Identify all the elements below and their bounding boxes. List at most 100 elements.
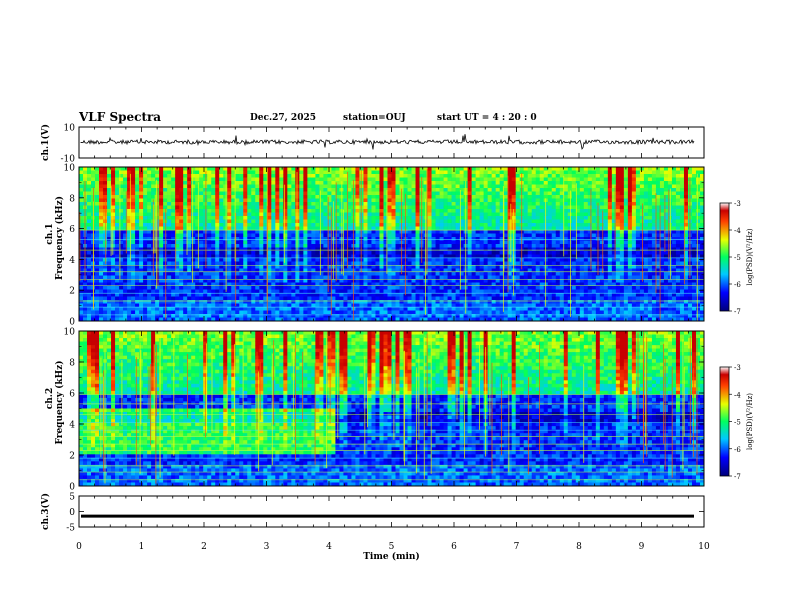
spectrogram-cell: [95, 293, 100, 297]
spectrogram-cell: [379, 237, 384, 241]
spectrogram-cell: [127, 184, 132, 189]
spectrogram-cell: [435, 184, 440, 189]
spectrogram-cell: [407, 247, 412, 252]
spectrogram-cell: [315, 174, 320, 178]
spectrogram-cell: [195, 261, 200, 266]
spectrogram-cell: [387, 181, 392, 185]
spectrogram-cell: [455, 247, 460, 252]
spectrogram-cell: [319, 307, 324, 311]
spectrogram-cell: [251, 177, 256, 182]
spectrogram-cell: [251, 300, 256, 304]
spectrogram-cell: [467, 265, 472, 269]
spectrogram-cell: [427, 289, 432, 294]
spectrogram-cell: [375, 233, 380, 238]
spectrogram-cell: [303, 170, 308, 175]
spectrogram-cell: [307, 317, 312, 322]
spectrogram-cell: [207, 202, 212, 206]
spectrogram-cell: [411, 307, 416, 311]
spectrogram-cell: [223, 268, 228, 273]
spectrogram-cell: [187, 198, 192, 203]
spectrogram-cell: [191, 212, 196, 217]
spectrogram-cell: [459, 293, 464, 297]
spectrogram-cell: [259, 275, 264, 280]
spectrogram-cell: [211, 177, 216, 182]
spectrogram-cell: [439, 219, 444, 224]
spectrogram-cell: [475, 223, 480, 227]
spectrogram-cell: [231, 237, 236, 241]
spectrogram-cell: [231, 202, 236, 206]
spectrogram-cell: [167, 223, 172, 227]
spectrogram-cell: [219, 314, 224, 318]
spectrogram-cell: [427, 293, 432, 297]
spectrogram-cell: [143, 268, 148, 273]
spectrogram-cell: [211, 167, 216, 171]
spectrogram-cell: [119, 310, 124, 315]
spectrogram-cell: [123, 272, 128, 276]
spectrogram-cell: [307, 279, 312, 283]
spectrogram-cell: [287, 181, 292, 185]
spectrogram-cell: [407, 240, 412, 245]
spectrogram-cell: [231, 219, 236, 224]
spectrogram-cell: [503, 216, 508, 220]
spectrogram-cell: [383, 300, 388, 304]
spectrogram-cell: [227, 314, 232, 318]
spectrogram-cell: [135, 296, 140, 301]
spectrogram-cell: [279, 272, 284, 276]
spectrogram-cell: [143, 191, 148, 196]
spectrogram-cell: [339, 314, 344, 318]
spectrogram-cell: [451, 275, 456, 280]
spectrogram-cell: [151, 167, 156, 171]
spectrogram-cell: [275, 223, 280, 227]
spectrogram-cell: [487, 272, 492, 276]
spectrogram-cell: [83, 296, 88, 301]
spectrogram-cell: [103, 286, 108, 290]
spectrogram-cell: [243, 261, 248, 266]
spectrogram-cell: [339, 310, 344, 315]
spectrogram-cell: [199, 202, 204, 206]
spectrogram-cell: [491, 216, 496, 220]
spectrogram-cell: [399, 289, 404, 294]
spectrogram-cell: [467, 307, 472, 311]
spectrogram-cell: [107, 258, 112, 262]
spectrogram-cell: [451, 212, 456, 217]
spectrogram-cell: [411, 170, 416, 175]
spectrogram-cell: [171, 244, 176, 248]
spectrogram-cell: [215, 247, 220, 252]
spectrogram-cell: [87, 303, 92, 308]
spectrogram-cell: [211, 226, 216, 231]
spectrogram-cell: [511, 310, 516, 315]
spectrogram-cell: [79, 233, 84, 238]
spectrogram-cell: [407, 198, 412, 203]
spectrogram-cell: [199, 233, 204, 238]
spectrogram-cell: [319, 184, 324, 189]
spectrogram-cell: [299, 167, 304, 171]
spectrogram-cell: [291, 300, 296, 304]
spectrogram-cell: [411, 317, 416, 322]
spectrogram-cell: [387, 230, 392, 234]
spectrogram-cell: [315, 275, 320, 280]
spectrogram-cell: [179, 191, 184, 196]
spectrogram-cell: [519, 272, 525, 276]
spectrogram-cell: [155, 205, 160, 210]
spectrogram-cell: [507, 244, 512, 248]
spectrogram-cell: [223, 314, 228, 318]
spectrogram-cell: [251, 282, 256, 287]
spectrogram-cell: [107, 254, 112, 259]
spectrogram-cell: [199, 310, 204, 315]
spectrogram-cell: [491, 177, 496, 182]
spectrogram-cell: [359, 293, 364, 297]
spectrogram-cell: [111, 198, 116, 203]
spectrogram-cell: [231, 286, 236, 290]
spectrogram-cell: [339, 289, 344, 294]
spectrogram-cell: [195, 272, 200, 276]
spectrogram-cell: [283, 275, 288, 280]
spectrogram-cell: [279, 303, 284, 308]
spectrogram-cell: [391, 247, 396, 252]
spectrogram-cell: [291, 251, 296, 255]
spectrogram-cell: [315, 184, 320, 189]
spectrogram-cell: [99, 293, 104, 297]
spectrogram-cell: [335, 300, 340, 304]
spectrogram-cell: [239, 167, 244, 171]
spectrogram-cell: [99, 265, 104, 269]
spectrogram-cell: [327, 216, 332, 220]
